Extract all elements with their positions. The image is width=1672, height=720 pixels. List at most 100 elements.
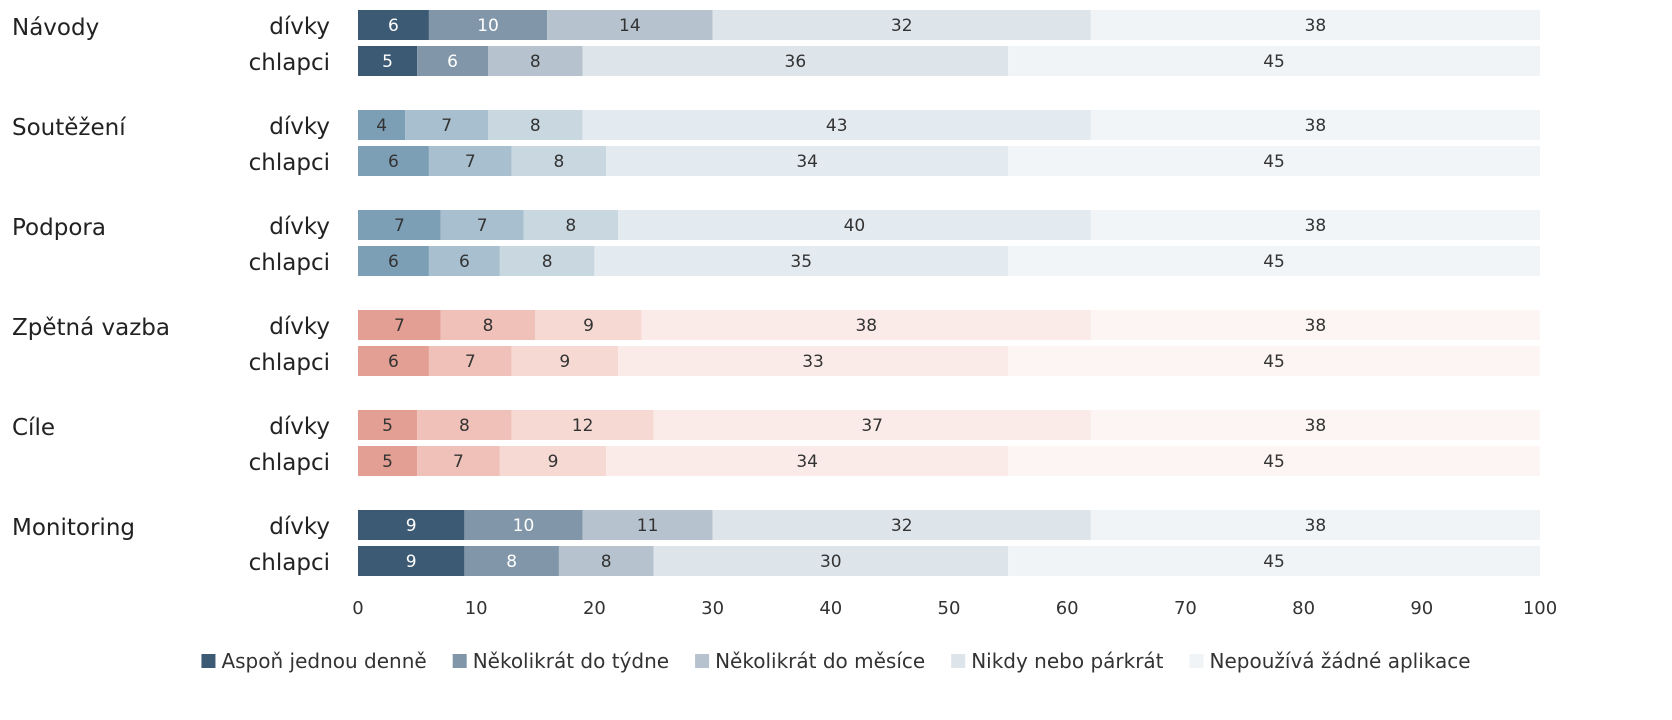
bar-segment xyxy=(523,210,619,240)
row-label: chlapci xyxy=(249,550,330,576)
bar-value-label: 6 xyxy=(388,152,399,172)
row-label: dívky xyxy=(269,214,330,240)
legend-label: Několikrát do týdne xyxy=(473,649,669,673)
bar-segment xyxy=(511,346,619,376)
bar-segment xyxy=(712,510,1091,540)
legend-label: Nikdy nebo párkrát xyxy=(971,649,1163,673)
x-tick-label: 20 xyxy=(583,598,606,619)
bar-value-label: 6 xyxy=(388,352,399,372)
bar-segment xyxy=(464,510,583,540)
bar-segment xyxy=(428,146,512,176)
row-label: dívky xyxy=(269,114,330,140)
bar-value-label: 7 xyxy=(441,116,452,136)
bar-segment xyxy=(641,310,1091,340)
group-label: Zpětná vazba xyxy=(12,315,170,341)
bar-segment xyxy=(1090,110,1540,140)
legend-swatch xyxy=(452,654,467,668)
bar-segment xyxy=(358,246,429,276)
bar-value-label: 30 xyxy=(820,552,842,572)
bar-segment xyxy=(1090,510,1540,540)
bar-segment xyxy=(1008,146,1540,176)
bar-segment xyxy=(618,346,1009,376)
bar-value-label: 7 xyxy=(465,352,476,372)
group-label: Návody xyxy=(12,15,99,41)
bar-segment xyxy=(653,410,1091,440)
bar-segment xyxy=(1090,310,1540,340)
x-tick-label: 70 xyxy=(1174,598,1197,619)
bar-value-label: 9 xyxy=(559,352,570,372)
bar-segment xyxy=(440,210,524,240)
group-label: Podpora xyxy=(12,215,106,241)
group-label: Monitoring xyxy=(12,515,135,541)
bar-segment xyxy=(428,10,548,40)
bar-segment xyxy=(417,46,489,76)
bar-segment xyxy=(1008,546,1540,576)
bar-segment xyxy=(499,246,595,276)
bar-segment xyxy=(358,10,429,40)
x-tick-label: 30 xyxy=(701,598,724,619)
row-label: dívky xyxy=(269,314,330,340)
row-label: dívky xyxy=(269,414,330,440)
bar-value-label: 8 xyxy=(601,552,612,572)
row-label: chlapci xyxy=(249,350,330,376)
bar-segment xyxy=(511,146,607,176)
bar-segment xyxy=(618,210,1091,240)
bar-value-label: 5 xyxy=(382,52,393,72)
bar-value-label: 40 xyxy=(844,216,866,236)
bar-segment xyxy=(535,310,642,340)
bar-value-label: 37 xyxy=(861,416,883,436)
bar-segment xyxy=(547,10,713,40)
bar-value-label: 38 xyxy=(1305,216,1327,236)
bar-segment xyxy=(358,146,429,176)
bar-value-label: 8 xyxy=(459,416,470,436)
bar-value-label: 7 xyxy=(453,452,464,472)
bar-value-label: 38 xyxy=(1305,116,1327,136)
bar-segment xyxy=(417,446,500,476)
bar-segment xyxy=(1090,10,1540,40)
bars: 6 10 14 32 385 6 8 36 454 7 8 43 386 7 8 34 457 7 8 40 386 6 8… xyxy=(358,10,1540,576)
row-label: dívky xyxy=(269,14,330,40)
bar-value-label: 45 xyxy=(1263,252,1285,272)
bar-segment xyxy=(558,546,654,576)
bar-segment xyxy=(440,310,536,340)
bar-value-label: 45 xyxy=(1263,452,1285,472)
bar-value-label: 38 xyxy=(1305,316,1327,336)
bar-value-label: 12 xyxy=(572,416,594,436)
bar-value-label: 8 xyxy=(565,216,576,236)
bar-segment xyxy=(464,546,559,576)
bar-value-label: 6 xyxy=(447,52,458,72)
bar-value-label: 7 xyxy=(465,152,476,172)
legend-swatch xyxy=(695,654,710,668)
bar-segment xyxy=(358,310,441,340)
bar-segment xyxy=(417,410,512,440)
row-label: chlapci xyxy=(249,50,330,76)
bar-segment xyxy=(358,46,418,76)
bar-value-label: 8 xyxy=(542,252,553,272)
bar-value-label: 36 xyxy=(785,52,807,72)
x-tick-label: 0 xyxy=(352,598,363,619)
bar-segment xyxy=(1090,410,1540,440)
bar-value-label: 38 xyxy=(1305,16,1327,36)
bar-value-label: 7 xyxy=(477,216,488,236)
bar-value-label: 43 xyxy=(826,116,848,136)
x-tick-label: 60 xyxy=(1056,598,1079,619)
bar-segment xyxy=(358,410,418,440)
bar-value-label: 7 xyxy=(394,316,405,336)
bar-segment xyxy=(1008,246,1540,276)
bar-value-label: 38 xyxy=(1305,516,1327,536)
bar-value-label: 10 xyxy=(477,16,499,36)
bar-segment xyxy=(358,546,465,576)
x-tick-label: 90 xyxy=(1410,598,1433,619)
bar-segment xyxy=(358,510,465,540)
bar-value-label: 4 xyxy=(376,116,387,136)
bar-value-label: 45 xyxy=(1263,552,1285,572)
bar-value-label: 38 xyxy=(1305,416,1327,436)
bar-value-label: 8 xyxy=(506,552,517,572)
bar-value-label: 8 xyxy=(483,316,494,336)
x-tick-label: 10 xyxy=(465,598,488,619)
bar-value-label: 11 xyxy=(637,516,659,536)
bar-value-label: 35 xyxy=(790,252,812,272)
bar-segment xyxy=(428,346,512,376)
bar-value-label: 45 xyxy=(1263,152,1285,172)
